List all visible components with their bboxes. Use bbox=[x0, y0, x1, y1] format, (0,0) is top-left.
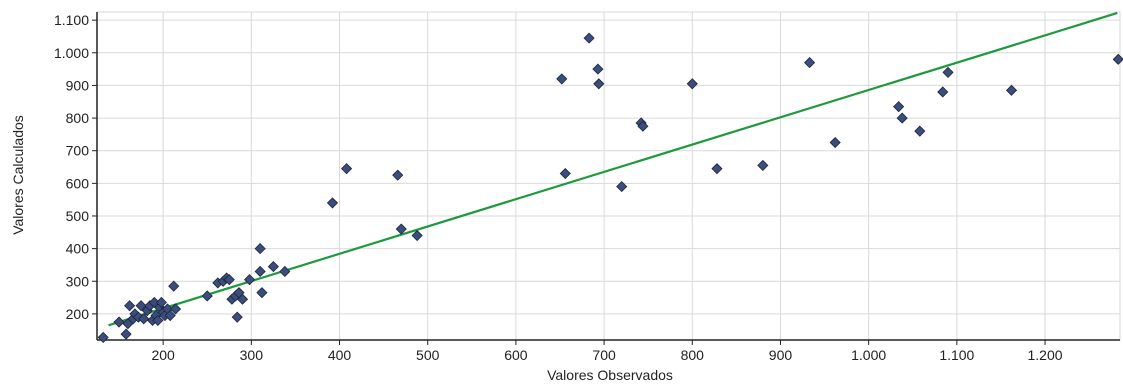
data-point bbox=[124, 300, 136, 312]
data-point bbox=[559, 167, 571, 180]
data-point bbox=[256, 287, 268, 299]
data-point bbox=[804, 57, 816, 69]
x-tick-label: 700 bbox=[592, 347, 616, 363]
data-point bbox=[556, 73, 568, 85]
data-point bbox=[168, 280, 180, 292]
data-point bbox=[593, 78, 605, 90]
plot-area bbox=[96, 11, 1121, 341]
y-tick-label: 700 bbox=[66, 143, 90, 159]
data-points bbox=[97, 32, 1123, 343]
trendline-group bbox=[108, 11, 1118, 327]
x-tick-label: 300 bbox=[240, 347, 264, 363]
data-point bbox=[937, 86, 949, 98]
data-point bbox=[244, 274, 256, 286]
data-point bbox=[138, 313, 150, 325]
y-axis-ticks: 200 300 400 500 600 700 800 900 1.000 1.100 bbox=[54, 12, 97, 322]
y-tick-label: 500 bbox=[66, 208, 90, 224]
x-tick-label: 1.200 bbox=[1028, 347, 1063, 363]
data-point bbox=[914, 125, 926, 137]
data-point bbox=[223, 274, 235, 286]
data-point bbox=[152, 314, 164, 326]
data-point bbox=[829, 136, 841, 149]
axes bbox=[96, 12, 1120, 341]
data-point bbox=[254, 265, 266, 278]
data-point bbox=[341, 163, 353, 175]
data-point bbox=[201, 290, 213, 302]
data-point bbox=[1005, 84, 1018, 96]
data-point bbox=[1112, 53, 1123, 65]
data-point bbox=[120, 328, 132, 340]
data-point bbox=[893, 101, 905, 113]
grid-lines bbox=[96, 11, 1121, 341]
data-point bbox=[254, 243, 266, 255]
data-point bbox=[236, 293, 249, 305]
data-point bbox=[97, 331, 109, 343]
x-tick-label: 900 bbox=[769, 347, 793, 363]
data-point bbox=[267, 261, 279, 273]
y-tick-label: 1.000 bbox=[54, 45, 89, 61]
data-point bbox=[135, 300, 147, 312]
x-axis-label: Valores Observados bbox=[547, 367, 673, 383]
data-point bbox=[392, 169, 404, 181]
data-point bbox=[164, 309, 176, 322]
data-point bbox=[169, 303, 182, 315]
data-point bbox=[155, 296, 167, 309]
y-tick-label: 200 bbox=[66, 306, 90, 322]
data-point bbox=[279, 265, 291, 278]
x-tick-label: 1.000 bbox=[851, 347, 886, 363]
y-axis-label: Valores Calculados bbox=[10, 115, 26, 235]
y-tick-label: 300 bbox=[66, 273, 90, 289]
data-point bbox=[326, 197, 339, 209]
y-tick-label: 900 bbox=[66, 77, 90, 93]
data-point bbox=[592, 63, 604, 75]
x-tick-label: 600 bbox=[504, 347, 528, 363]
data-point bbox=[637, 120, 649, 132]
trendline bbox=[108, 11, 1118, 327]
data-point bbox=[942, 66, 954, 78]
data-point bbox=[583, 32, 595, 44]
data-point bbox=[711, 163, 723, 175]
y-tick-label: 400 bbox=[66, 241, 90, 257]
data-point bbox=[231, 311, 243, 323]
y-tick-label: 800 bbox=[66, 110, 90, 126]
data-point bbox=[686, 78, 698, 90]
data-point bbox=[616, 181, 628, 193]
data-point bbox=[896, 112, 908, 124]
data-point bbox=[411, 229, 423, 242]
y-tick-label: 1.100 bbox=[54, 12, 89, 28]
data-point bbox=[395, 223, 407, 235]
x-axis-ticks: 200 300 400 500 600 700 800 900 1.000 1.100 1.200 bbox=[151, 340, 1063, 363]
x-tick-label: 200 bbox=[151, 347, 175, 363]
y-tick-label: 600 bbox=[66, 175, 90, 191]
data-point bbox=[757, 159, 769, 171]
data-point bbox=[113, 316, 125, 328]
x-tick-label: 1.100 bbox=[939, 347, 974, 363]
x-tick-label: 800 bbox=[681, 347, 705, 363]
x-tick-label: 400 bbox=[328, 347, 352, 363]
x-tick-label: 500 bbox=[416, 347, 440, 363]
